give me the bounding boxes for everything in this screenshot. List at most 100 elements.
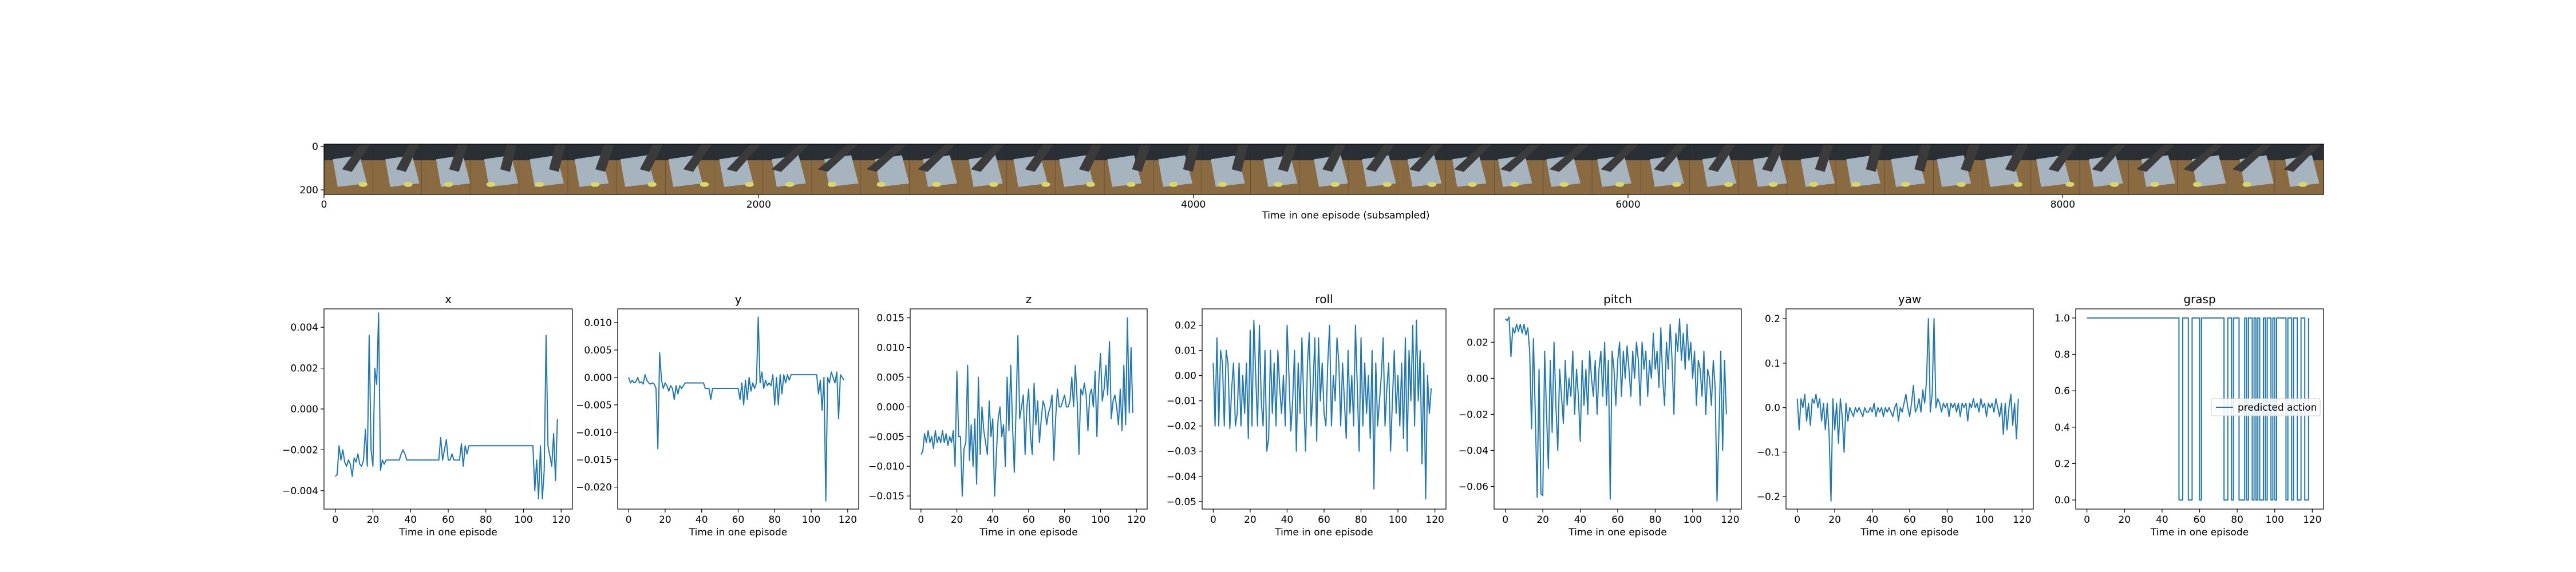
episode-frame <box>519 144 568 194</box>
z-ytick-label: 0.010 <box>876 343 904 354</box>
y-xtick-label: 100 <box>802 514 820 526</box>
grasp-ytick-label: 0.4 <box>2055 422 2070 434</box>
x-xtick-label: 0 <box>332 514 338 526</box>
grasp-title: grasp <box>2183 292 2215 306</box>
x-xtick-label: 60 <box>442 514 455 526</box>
subplot-pitch: 0 20 40 60 80 100 120 −0.06 −0.04 −0.02 0.00 0.02 pi… <box>1459 292 1742 538</box>
roll-xtick-label: 0 <box>1210 514 1216 526</box>
episode-frame <box>1104 144 1153 194</box>
z-xtick-label: 0 <box>918 514 924 526</box>
roll-ytick-label: 0.01 <box>1175 345 1196 357</box>
x-xlabel: Time in one episode <box>398 527 497 538</box>
grasp-xtick-label: 60 <box>2194 514 2206 526</box>
z-xtick-label: 120 <box>1127 514 1145 526</box>
subplot-x: 0 20 40 60 80 100 120 −0.004 −0.002 0.000 0.002 0.0… <box>282 292 573 538</box>
episode-frame <box>616 144 666 194</box>
x-ytick-label: 0.000 <box>290 404 318 415</box>
subplot-z: 0 20 40 60 80 100 120 −0.015 −0.010 −0.005 0.000 0.… <box>868 292 1148 538</box>
x-ytick-label: −0.002 <box>282 444 318 456</box>
episode-frame <box>909 144 959 194</box>
episode-frame <box>1543 144 1593 194</box>
pitch-ytick-label: 0.00 <box>1467 373 1488 384</box>
pitch-series-line <box>1504 316 1727 502</box>
y-ytick-label: 0.005 <box>584 345 612 356</box>
episode-frame <box>567 144 617 194</box>
yaw-xtick-label: 0 <box>1794 514 1800 526</box>
grasp-xtick-label: 40 <box>2156 514 2168 526</box>
episode-frame <box>2226 144 2275 194</box>
y-ytick-label: −0.010 <box>576 427 612 439</box>
roll-ytick-label: 0.02 <box>1175 320 1196 332</box>
z-xtick-label: 40 <box>986 514 999 526</box>
episode-frame <box>1933 144 1983 194</box>
episode-frame <box>1006 144 1056 194</box>
episode-frame <box>372 144 422 194</box>
y-xtick-label: 60 <box>732 514 745 526</box>
z-xtick-label: 100 <box>1091 514 1109 526</box>
roll-xtick-label: 60 <box>1318 514 1330 526</box>
y-xtick-label: 120 <box>839 514 857 526</box>
pitch-ytick-label: −0.06 <box>1459 482 1488 493</box>
episode-frame <box>1396 144 1446 194</box>
subplot-grasp: 0 20 40 60 80 100 120 0.0 0.2 0.4 0.6 0.8 1.0 grasp Ti… <box>2055 292 2324 538</box>
x-xtick-label: 80 <box>480 514 492 526</box>
episode-frame <box>1689 144 1739 194</box>
grasp-xlabel: Time in one episode <box>2150 527 2249 538</box>
yaw-ytick-label: −0.2 <box>1757 491 1780 503</box>
roll-ytick-label: −0.03 <box>1167 446 1196 458</box>
filmstrip-ytick-label: 0 <box>312 141 318 153</box>
roll-xtick-label: 20 <box>1244 514 1257 526</box>
z-xtick-label: 60 <box>1022 514 1035 526</box>
episode-frame <box>1835 144 1885 194</box>
legend: predicted action <box>2211 398 2321 416</box>
y-xtick-label: 20 <box>659 514 671 526</box>
x-ytick-label: 0.004 <box>290 322 318 333</box>
pitch-xlabel: Time in one episode <box>1568 527 1666 538</box>
y-title: y <box>735 292 742 306</box>
roll-ytick-label: −0.01 <box>1167 396 1196 407</box>
grasp-ytick-label: 0.8 <box>2055 349 2070 361</box>
yaw-xtick-label: 60 <box>1903 514 1916 526</box>
y-ytick-label: 0.000 <box>584 372 612 384</box>
grasp-xtick-label: 20 <box>2118 514 2131 526</box>
y-ytick-label: −0.015 <box>576 455 612 466</box>
episode-frame <box>470 144 520 194</box>
y-series-line <box>628 316 845 502</box>
y-ytick-label: −0.020 <box>576 482 612 494</box>
yaw-xtick-label: 20 <box>1828 514 1841 526</box>
z-series-line <box>920 317 1133 497</box>
filmstrip-border <box>323 144 2324 195</box>
x-xtick-label: 20 <box>367 514 380 526</box>
grasp-xtick-label: 80 <box>2231 514 2243 526</box>
yaw-xlabel: Time in one episode <box>1860 527 1958 538</box>
episode-frame <box>2177 144 2227 194</box>
filmstrip-xtick-label: 8000 <box>2050 199 2075 210</box>
filmstrip-frames <box>324 144 2324 194</box>
episode-frame <box>2030 144 2080 194</box>
episode-frame <box>1884 144 1934 194</box>
roll-ytick-label: −0.02 <box>1167 421 1196 432</box>
grasp-ytick-label: 0.0 <box>2055 495 2070 506</box>
episode-frame <box>1640 144 1690 194</box>
yaw-ytick-label: −0.1 <box>1757 447 1780 458</box>
episode-frame <box>324 144 373 194</box>
legend-label: predicted action <box>2238 402 2317 414</box>
episode-frame <box>811 144 861 194</box>
z-ytick-label: 0.000 <box>876 402 904 413</box>
y-xtick-label: 40 <box>696 514 708 526</box>
subplot-yaw: 0 20 40 60 80 100 120 −0.2 −0.1 0.0 0.1 0.2 yaw Time … <box>1757 292 2034 538</box>
pitch-ytick-label: −0.02 <box>1459 409 1488 420</box>
roll-xlabel: Time in one episode <box>1274 527 1373 538</box>
pitch-ytick-label: 0.02 <box>1467 337 1488 348</box>
z-ytick-label: −0.015 <box>868 491 904 502</box>
episode-frame <box>1445 144 1495 194</box>
y-xtick-label: 80 <box>768 514 781 526</box>
y-ytick-label: 0.010 <box>584 317 612 329</box>
roll-ytick-label: −0.04 <box>1167 471 1196 483</box>
episode-frame <box>714 144 764 194</box>
filmstrip-xtick-label: 6000 <box>1615 199 1640 210</box>
subplot-roll: 0 20 40 60 80 100 120 −0.05 −0.04 −0.03 −0.02 −0.01… <box>1167 292 1447 538</box>
